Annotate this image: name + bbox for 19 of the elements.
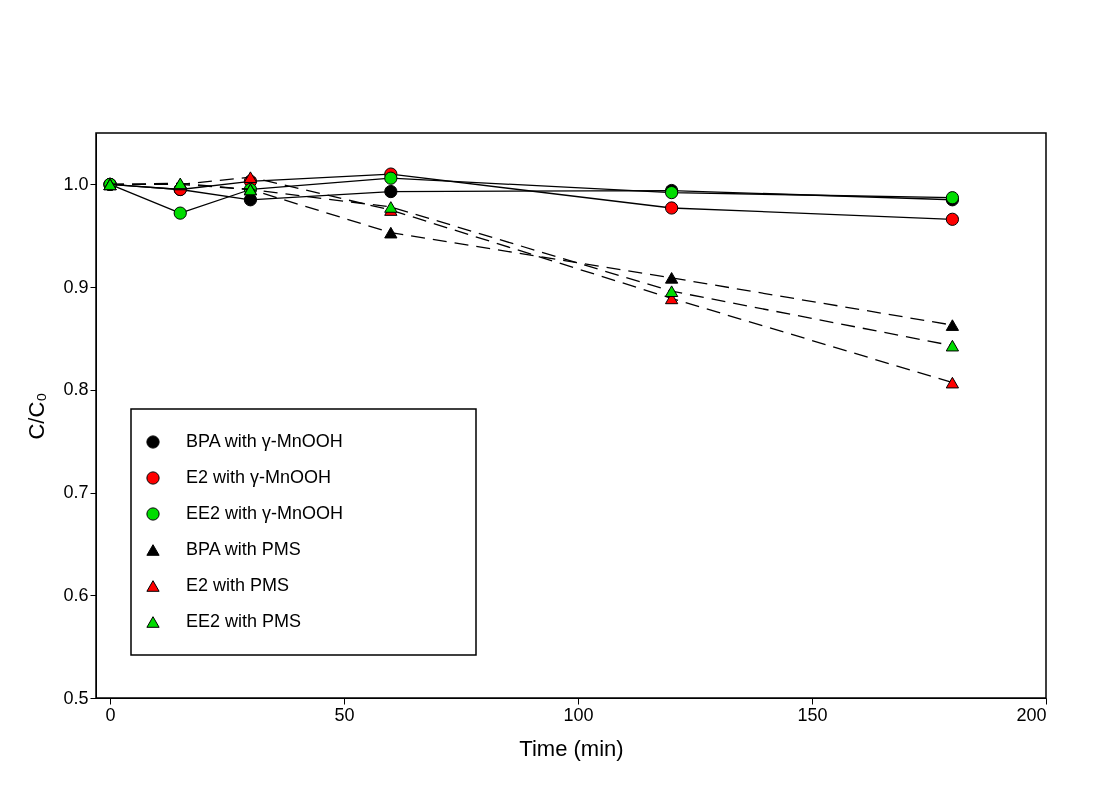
- legend-label: E2 with γ-MnOOH: [186, 467, 332, 487]
- legend-label: E2 with PMS: [186, 575, 290, 595]
- x-tick-label: 0: [105, 704, 116, 725]
- legend-label: BPA with PMS: [186, 539, 301, 559]
- y-tick-label: 0.9: [63, 276, 89, 297]
- legend-label: EE2 with γ-MnOOH: [186, 503, 344, 523]
- y-axis-title: C/C₀: [24, 392, 50, 440]
- y-tick-label: 0.8: [63, 379, 89, 400]
- x-tick-label: 150: [797, 704, 828, 725]
- x-tick-label: 50: [334, 704, 355, 725]
- x-tick-label: 100: [563, 704, 594, 725]
- legend-label: BPA with γ-MnOOH: [186, 431, 343, 451]
- y-tick-label: 0.5: [63, 687, 89, 708]
- x-tick-label: 200: [1016, 704, 1047, 725]
- x-axis-title: Time (min): [519, 735, 624, 761]
- y-tick-label: 1.0: [63, 173, 89, 194]
- legend-label: EE2 with PMS: [186, 611, 302, 631]
- y-tick-label: 0.7: [63, 482, 89, 503]
- y-tick-label: 0.6: [63, 584, 89, 605]
